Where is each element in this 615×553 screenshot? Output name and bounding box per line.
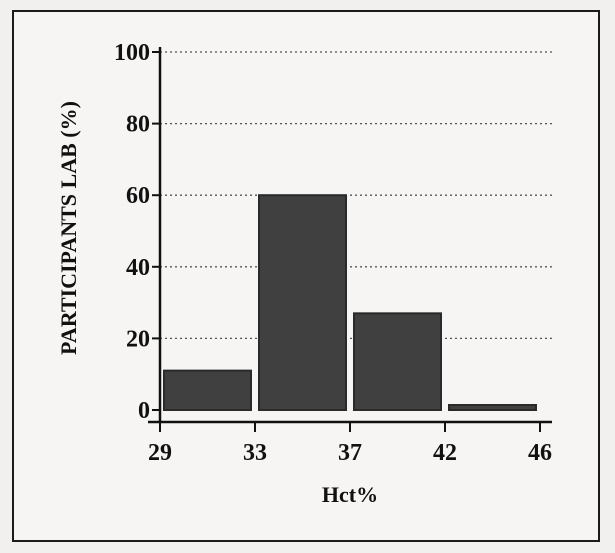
y-tick-label-80: 80 bbox=[126, 112, 150, 138]
y-tick-label-60: 60 bbox=[126, 183, 150, 209]
bar-42-46 bbox=[448, 404, 537, 411]
y-tick-label-0: 0 bbox=[138, 398, 150, 424]
bar-29-33 bbox=[163, 369, 252, 411]
y-tick-label-100: 100 bbox=[114, 40, 150, 66]
y-tick-label-20: 20 bbox=[126, 326, 150, 352]
x-tick-label-46: 46 bbox=[528, 440, 552, 466]
axes bbox=[148, 47, 552, 424]
y-ticks: 0 20 40 60 80 100 bbox=[114, 40, 160, 424]
x-ticks: 29 33 37 42 46 bbox=[148, 422, 552, 466]
x-tick-label-29: 29 bbox=[148, 440, 172, 466]
bar-37-42 bbox=[353, 312, 442, 411]
x-tick-label-33: 33 bbox=[243, 440, 267, 466]
y-tick-label-40: 40 bbox=[126, 255, 150, 281]
x-axis-title: Hct% bbox=[322, 482, 378, 507]
gridlines bbox=[160, 51, 552, 340]
bar-33-37 bbox=[258, 194, 347, 411]
y-axis-title: PARTICIPANTS LAB (%) bbox=[56, 101, 81, 355]
bars bbox=[163, 194, 537, 411]
x-tick-label-42: 42 bbox=[433, 440, 457, 466]
x-tick-label-37: 37 bbox=[338, 440, 362, 466]
